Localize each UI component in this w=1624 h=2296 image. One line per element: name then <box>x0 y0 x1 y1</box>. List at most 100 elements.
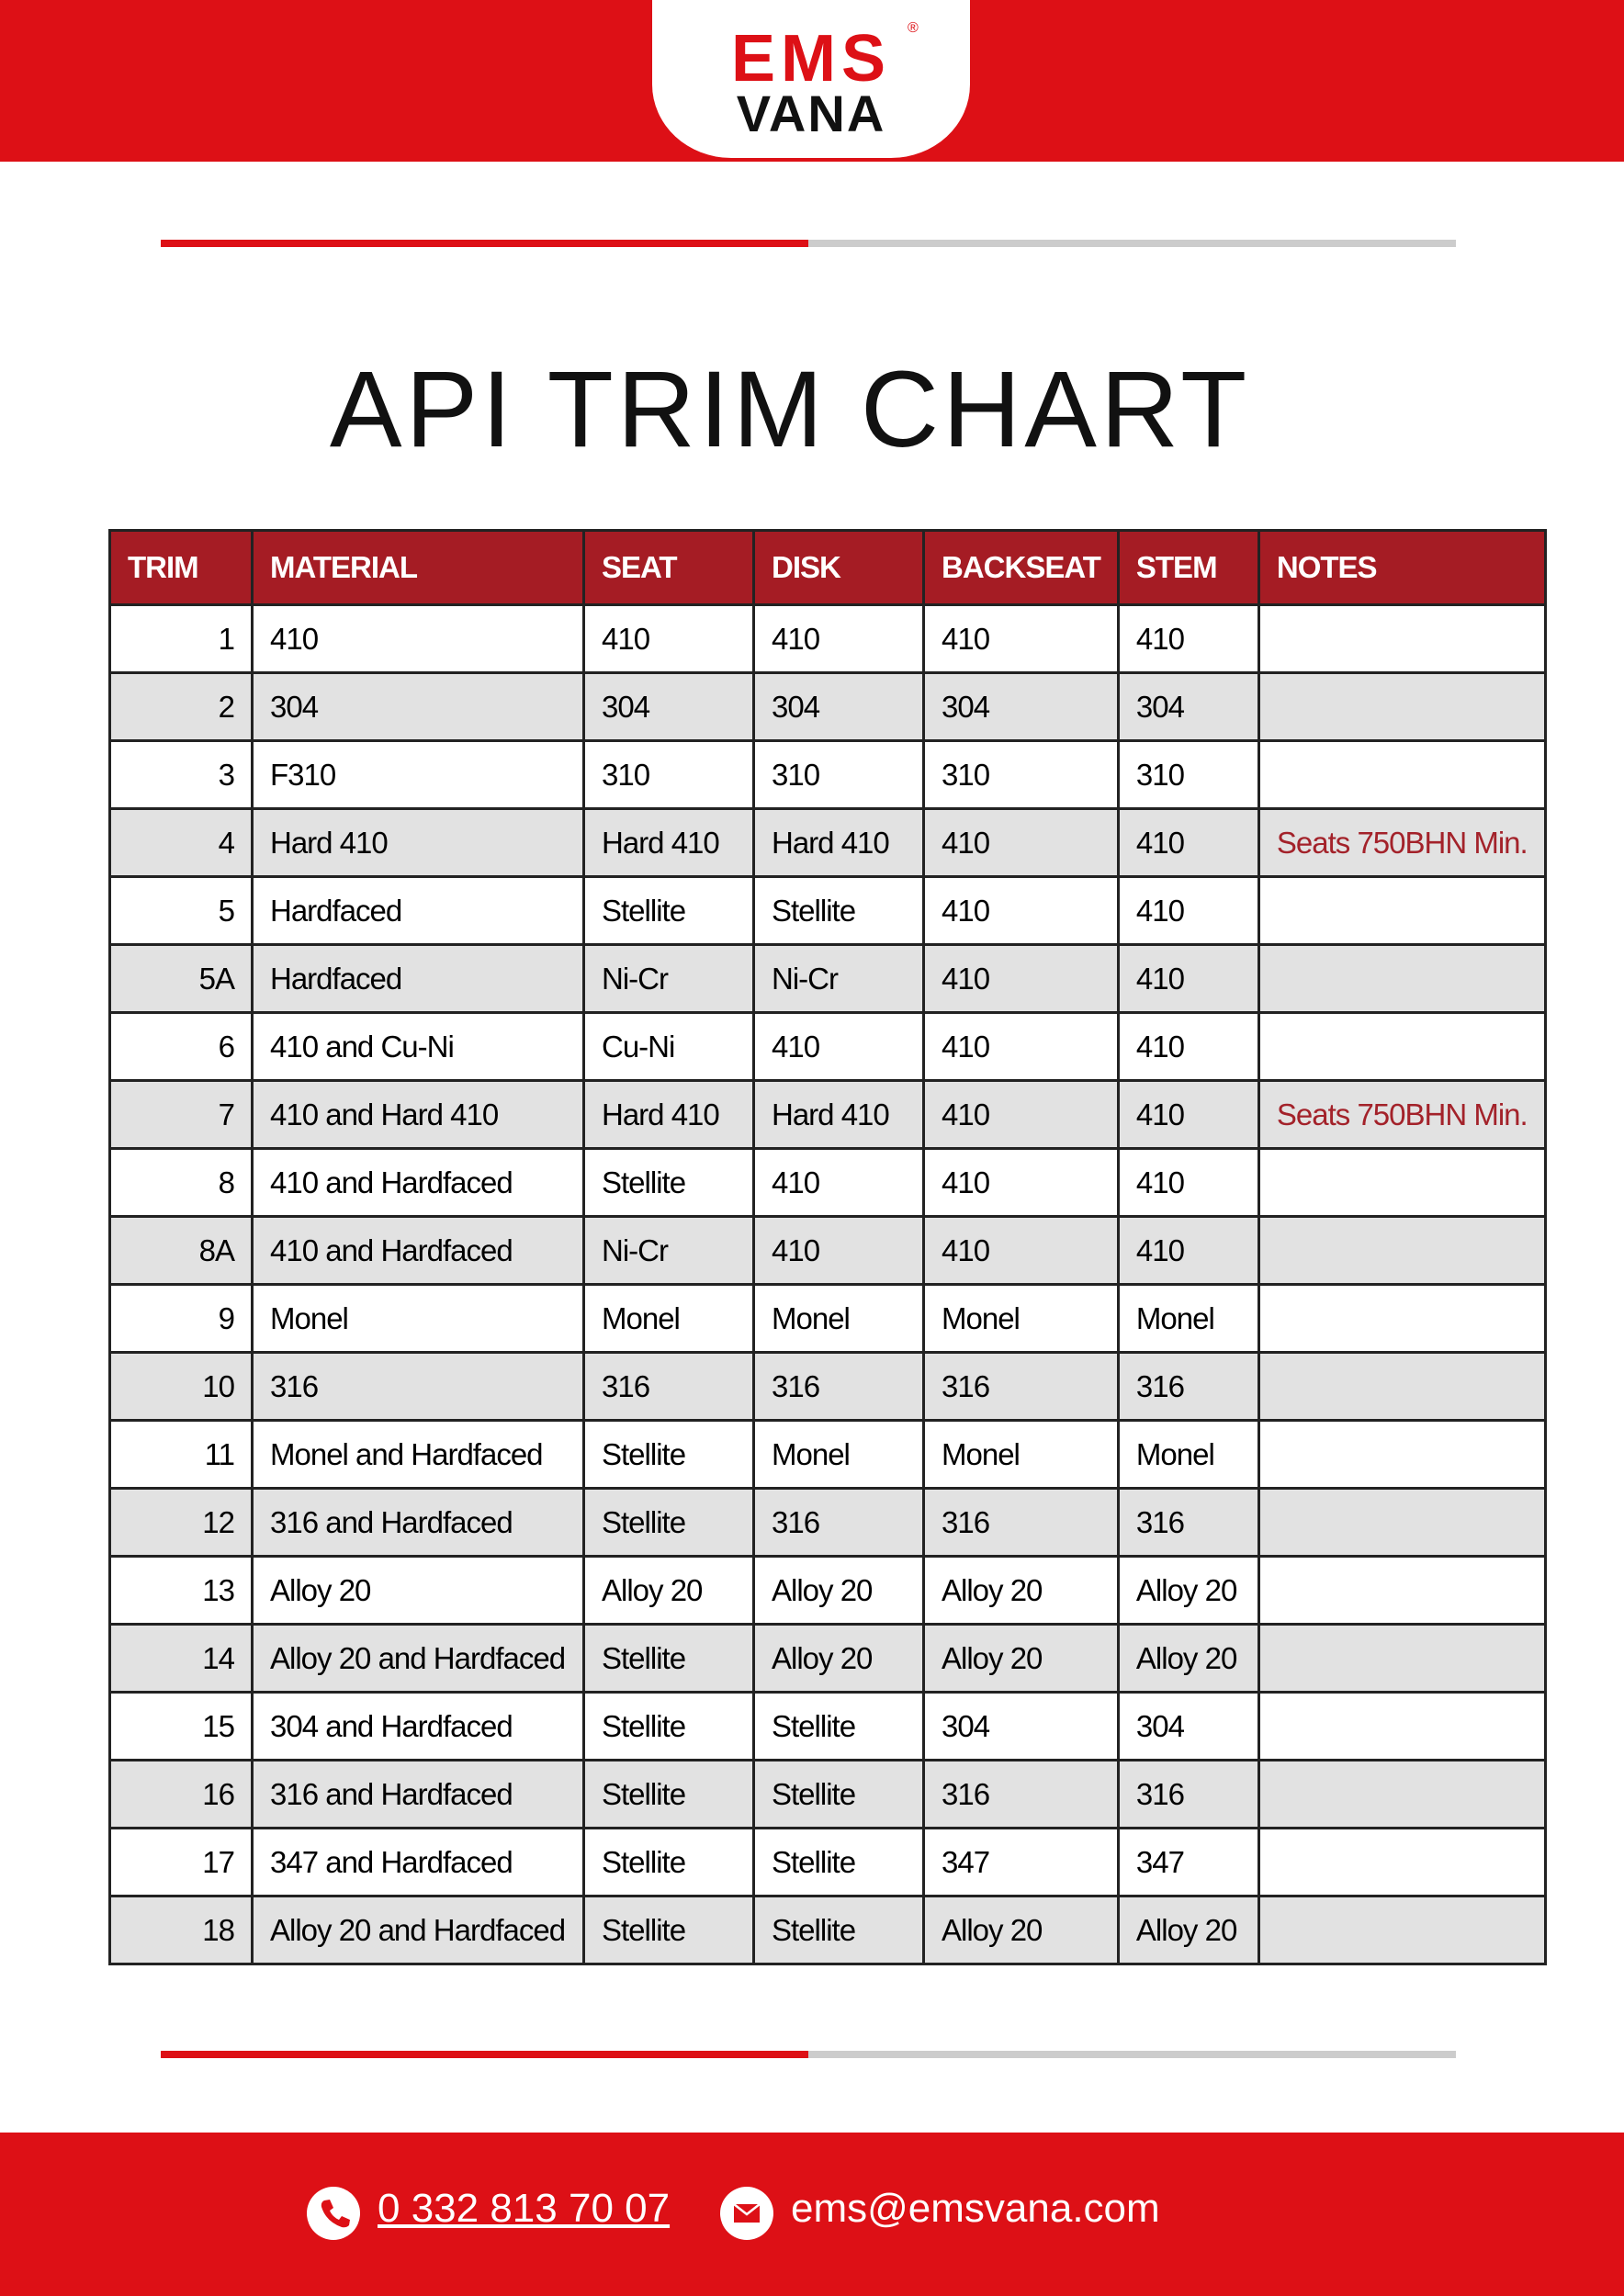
table-cell: 304 <box>251 671 585 742</box>
table-cell: 6 <box>108 1011 254 1082</box>
table-cell: 316 <box>1116 1487 1260 1558</box>
logo-registered: ® <box>908 20 919 36</box>
phone[interactable]: 0 332 813 70 07 <box>378 2186 671 2231</box>
table-row: 13 Alloy 20 Alloy 20 Alloy 20 Alloy 20 Alloy … <box>108 1555 1547 1626</box>
table-cell: Stellite <box>582 1147 755 1218</box>
table-cell: 4 <box>108 807 254 878</box>
table-cell: 410 <box>752 1147 925 1218</box>
table-cell: 316 <box>251 1351 585 1422</box>
table-row: 14 Alloy 20 and Hardfaced Stellite Alloy 20… <box>108 1623 1547 1694</box>
table-cell: Monel <box>582 1283 755 1354</box>
table-cell: Stellite <box>582 1895 755 1965</box>
table-cell <box>1257 1895 1547 1965</box>
table-cell: 9 <box>108 1283 254 1354</box>
header-row: TRIM MATERIAL SEAT DISK BACKSEAT STEM NOTES <box>108 529 1547 606</box>
table-cell <box>1257 1419 1547 1490</box>
table-cell: Monel and Hardfaced <box>251 1419 585 1490</box>
table-cell: Stellite <box>582 1827 755 1897</box>
table-row: 7 410 and Hard 410 Hard 410 Hard 410 410 410 S… <box>108 1079 1547 1150</box>
table-cell: 410 <box>922 1079 1120 1150</box>
table-cell: 304 <box>582 671 755 742</box>
email-icon <box>720 2187 773 2240</box>
logo-top: EMS <box>730 22 892 96</box>
table-cell: Stellite <box>752 1759 925 1829</box>
table-row: 9 Monel Monel Monel Monel Monel <box>108 1283 1547 1354</box>
email[interactable]: ems@emsvana.com <box>791 2186 1160 2231</box>
table-row: 3 F310 310 310 310 310 <box>108 739 1547 810</box>
table-cell: Alloy 20 <box>1116 1623 1260 1694</box>
table-cell: 410 and Cu-Ni <box>251 1011 585 1082</box>
table-cell: 15 <box>108 1691 254 1761</box>
column-header: STEM <box>1116 529 1260 606</box>
table-cell: 310 <box>582 739 755 810</box>
table-cell: Seats 750BHN Min. <box>1257 807 1547 878</box>
table-cell: Alloy 20 <box>922 1895 1120 1965</box>
table-cell: 410 <box>1116 1147 1260 1218</box>
table-cell: 410 <box>1116 1079 1260 1150</box>
table-cell: Alloy 20 <box>922 1623 1120 1694</box>
column-header: NOTES <box>1257 529 1547 606</box>
table-cell: Monel <box>752 1419 925 1490</box>
table-cell: 304 <box>922 1691 1120 1761</box>
table-cell: Hard 410 <box>582 807 755 878</box>
table-cell: 316 and Hardfaced <box>251 1487 585 1558</box>
table-cell: 16 <box>108 1759 254 1829</box>
table-cell: 316 and Hardfaced <box>251 1759 585 1829</box>
table-cell: Monel <box>752 1283 925 1354</box>
table-cell: 410 <box>922 875 1120 946</box>
column-header: MATERIAL <box>251 529 585 606</box>
table-row: 17 347 and Hardfaced Stellite Stellite 347 34… <box>108 1827 1547 1897</box>
table-cell: 304 <box>1116 671 1260 742</box>
table-cell: Hardfaced <box>251 875 585 946</box>
table-cell: 1 <box>108 603 254 674</box>
table-cell: Seats 750BHN Min. <box>1257 1079 1547 1150</box>
table-cell: 410 <box>1116 875 1260 946</box>
table-cell <box>1257 1759 1547 1829</box>
table-row: 15 304 and Hardfaced Stellite Stellite 304 30… <box>108 1691 1547 1761</box>
table-cell: 410 <box>752 1011 925 1082</box>
table-cell: Alloy 20 and Hardfaced <box>251 1623 585 1694</box>
table-row: 4 Hard 410 Hard 410 Hard 410 410 410 Seats 750… <box>108 807 1547 878</box>
divider <box>161 2051 1456 2058</box>
table-cell: 3 <box>108 739 254 810</box>
table-row: 8 410 and Hardfaced Stellite 410 410 410 <box>108 1147 1547 1218</box>
table-cell: Stellite <box>752 1691 925 1761</box>
table-cell: Hard 410 <box>752 1079 925 1150</box>
table-cell: Hardfaced <box>251 943 585 1014</box>
table-cell: 410 <box>1116 1011 1260 1082</box>
title: API TRIM CHART <box>329 349 1251 470</box>
table-cell: Alloy 20 <box>1116 1555 1260 1626</box>
table-cell: 316 <box>922 1487 1120 1558</box>
table-cell: 7 <box>108 1079 254 1150</box>
table-cell: Stellite <box>582 1487 755 1558</box>
table-cell <box>1257 1827 1547 1897</box>
table-row: 5 Hardfaced Stellite Stellite 410 410 <box>108 875 1547 946</box>
table-cell: Ni-Cr <box>582 943 755 1014</box>
table-cell: 410 <box>922 603 1120 674</box>
table-cell: 310 <box>1116 739 1260 810</box>
table-cell: 410 <box>922 807 1120 878</box>
table-row: 8A 410 and Hardfaced Ni-Cr 410 410 410 <box>108 1215 1547 1286</box>
table-cell: Monel <box>251 1283 585 1354</box>
table-cell: 316 <box>1116 1351 1260 1422</box>
table-cell <box>1257 1283 1547 1354</box>
table-cell: 410 <box>1116 1215 1260 1286</box>
logo-bottom: VANA <box>736 84 886 142</box>
table-cell: Stellite <box>582 1419 755 1490</box>
table-cell <box>1257 739 1547 810</box>
table-cell <box>1257 1487 1547 1558</box>
column-header: DISK <box>752 529 925 606</box>
table-cell: 304 <box>1116 1691 1260 1761</box>
table-cell: Stellite <box>752 875 925 946</box>
table-cell: 410 <box>922 1011 1120 1082</box>
table-cell: 18 <box>108 1895 254 1965</box>
table-cell <box>1257 1623 1547 1694</box>
table-cell: Stellite <box>752 1827 925 1897</box>
table-cell: 410 <box>922 1215 1120 1286</box>
table-cell: 410 <box>1116 943 1260 1014</box>
table-cell: 410 <box>251 603 585 674</box>
table-cell: Stellite <box>582 875 755 946</box>
table-cell: 310 <box>922 739 1120 810</box>
table-cell <box>1257 1011 1547 1082</box>
